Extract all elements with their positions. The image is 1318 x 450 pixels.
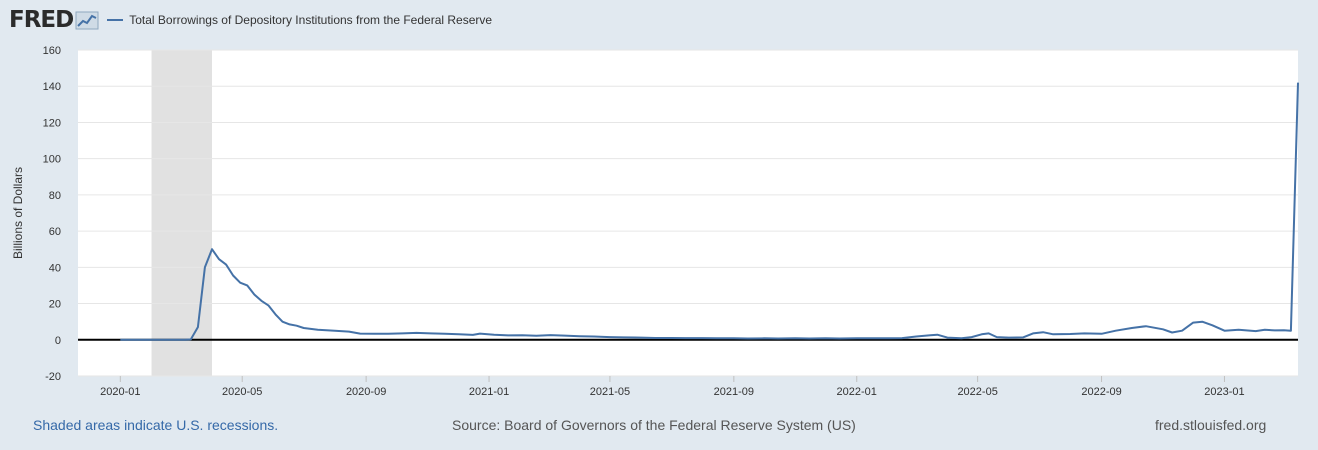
x-tick-label: 2020-05	[222, 386, 262, 398]
series-layer	[120, 82, 1299, 341]
y-tick-label: 20	[49, 299, 61, 311]
fred-site-link[interactable]: fred.stlouisfed.org	[1155, 417, 1267, 433]
line-graph-icon	[75, 11, 99, 30]
recession-note-link[interactable]: Shaded areas indicate U.S. recessions.	[33, 417, 279, 433]
x-tick-label: 2021-09	[714, 386, 754, 398]
recession-band	[151, 50, 212, 376]
y-tick-label: 100	[43, 154, 61, 166]
source-note: Source: Board of Governors of the Federa…	[452, 417, 856, 433]
x-tick-label: 2022-09	[1081, 386, 1121, 398]
fred-logo-text: FRED	[9, 7, 74, 33]
y-tick-label: 80	[49, 190, 61, 202]
y-tick-label: -20	[45, 371, 61, 383]
y-tick-label: 0	[55, 335, 61, 347]
series-legend[interactable]: Total Borrowings of Depository Instituti…	[107, 13, 492, 27]
y-tick-label: 40	[49, 262, 61, 274]
plot-area	[78, 50, 1298, 376]
x-tick-label: 2022-05	[957, 386, 997, 398]
graph-header: FRED Total Borrowings of Depository Inst…	[9, 7, 492, 33]
series-line	[120, 82, 1299, 341]
x-tick-label: 2023-01	[1204, 386, 1244, 398]
x-tick-label: 2022-01	[837, 386, 877, 398]
y-tick-label: 140	[43, 81, 61, 93]
x-tick-label: 2021-01	[469, 386, 509, 398]
x-tick-label: 2021-05	[590, 386, 630, 398]
y-tick-label: 160	[43, 45, 61, 57]
x-axis-ticks: 2020-01 2020-05 2020-09 2021-01 2021-05 2021-…	[100, 376, 1245, 398]
y-axis-title: Billions of Dollars	[11, 167, 25, 259]
y-tick-label: 120	[43, 117, 61, 129]
recession-shading-layer	[151, 50, 212, 376]
y-axis-ticks: -20 0 20 40 60 80 100 120 140 160	[43, 45, 61, 383]
y-tick-label: 60	[49, 226, 61, 238]
x-tick-label: 2020-01	[100, 386, 140, 398]
grid-layer	[78, 49, 1298, 377]
series-legend-swatch	[107, 19, 124, 21]
series-legend-label: Total Borrowings of Depository Instituti…	[129, 13, 493, 27]
x-tick-label: 2020-09	[346, 386, 386, 398]
fred-logo[interactable]: FRED	[9, 7, 99, 33]
